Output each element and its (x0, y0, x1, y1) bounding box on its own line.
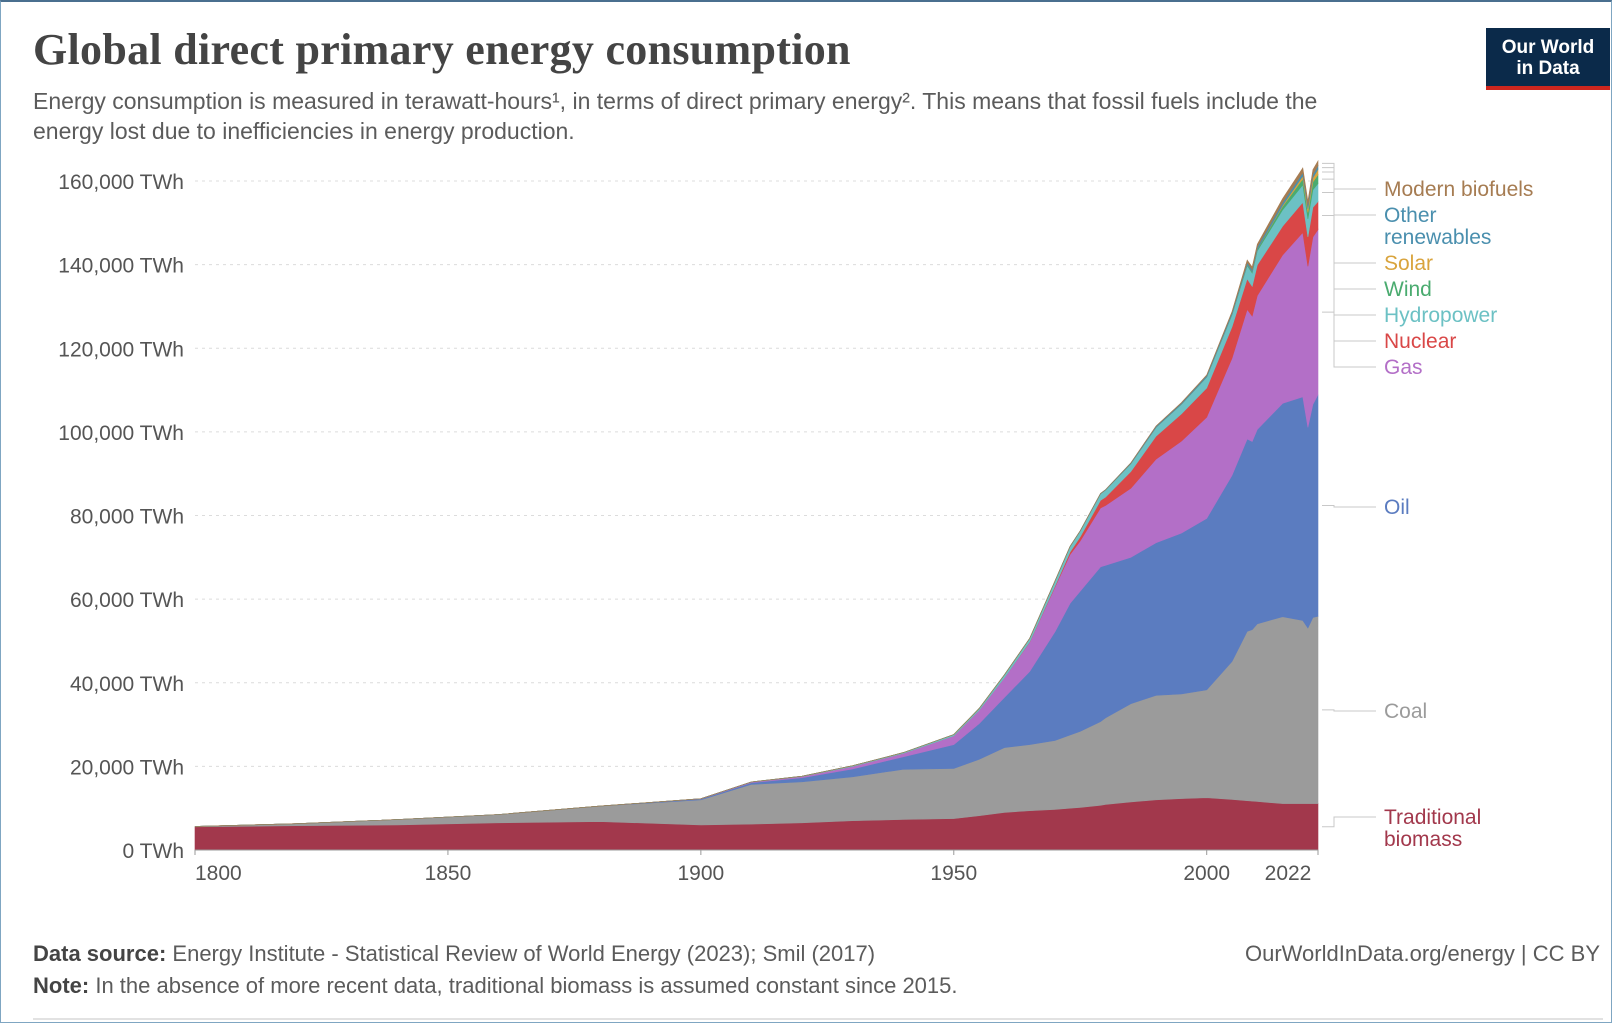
bottom-divider (33, 1018, 1603, 1020)
connector-hydropower (1322, 192, 1376, 316)
y-tick-label: 140,000 TWh (58, 255, 184, 278)
owid-logo[interactable]: Our World in Data (1486, 28, 1610, 90)
chart-title: Global direct primary energy consumption (33, 25, 851, 74)
legend-label-modern-biofuels: Modern biofuels (1384, 178, 1533, 201)
series-areas (194, 159, 1319, 851)
logo-line-2: in Data (1516, 58, 1580, 79)
x-tick-label: 2022 (1265, 862, 1312, 885)
legend-label-coal: Coal (1384, 700, 1427, 723)
legend-label-wind: Wind (1384, 278, 1432, 301)
connector-oil (1322, 505, 1376, 508)
connector-solar (1322, 171, 1376, 264)
y-tick-label: 120,000 TWh (58, 338, 184, 361)
note-text: In the absence of more recent data, trad… (95, 973, 958, 998)
legend-label-hydropower: Hydropower (1384, 304, 1497, 327)
footer-sources: Data source: Energy Institute - Statisti… (33, 938, 958, 1002)
x-tick-label: 2000 (1183, 862, 1230, 885)
y-tick-label: 0 TWh (123, 840, 184, 863)
x-tick-label: 1950 (930, 862, 977, 885)
y-tick-label: 20,000 TWh (70, 756, 184, 779)
note-label: Note: (33, 973, 90, 998)
area-modern-biofuels (194, 159, 1319, 827)
connector-nuclear (1322, 215, 1376, 342)
legend-label-gas: Gas (1384, 356, 1423, 379)
logo-line-1: Our World (1501, 37, 1595, 58)
y-tick-label: 60,000 TWh (70, 589, 184, 612)
x-tick-label: 1800 (195, 862, 242, 885)
connector-traditional-biomass (1322, 816, 1376, 828)
stacked-area-chart: 0 TWh 20,000 TWh 40,000 TWh 60,000 TWh 80,00… (58, 159, 1533, 885)
legend-label-other-renewables: Other (1384, 204, 1437, 227)
source-label: Data source: (33, 941, 167, 966)
legend-label-other-renewables: renewables (1384, 226, 1491, 249)
connector-coal (1322, 709, 1376, 712)
connector-wind (1322, 178, 1376, 290)
connector-gas (1322, 311, 1376, 368)
y-tick-label: 160,000 TWh (58, 171, 184, 194)
axes: 0 TWh 20,000 TWh 40,000 TWh 60,000 TWh 80,00… (58, 171, 1319, 885)
x-tick-label: 1850 (425, 862, 472, 885)
source-text: Energy Institute - Statistical Review of… (172, 941, 876, 966)
legend-label-oil: Oil (1384, 496, 1410, 519)
y-tick-label: 100,000 TWh (58, 422, 184, 445)
legend-label-solar: Solar (1384, 252, 1433, 275)
chart-subtitle: Energy consumption is measured in terawa… (33, 88, 1318, 144)
legend-label-traditional-biomass: biomass (1384, 828, 1462, 851)
legend-label-nuclear: Nuclear (1384, 330, 1456, 353)
gridlines (195, 180, 1318, 767)
x-tick-label: 1900 (677, 862, 724, 885)
y-tick-label: 40,000 TWh (70, 673, 184, 696)
credit-link[interactable]: OurWorldInData.org/energy | CC BY (1244, 941, 1600, 966)
y-tick-label: 80,000 TWh (70, 506, 184, 529)
legend-label-traditional-biomass: Traditional (1384, 806, 1481, 829)
connector-other-renewables (1322, 167, 1376, 216)
